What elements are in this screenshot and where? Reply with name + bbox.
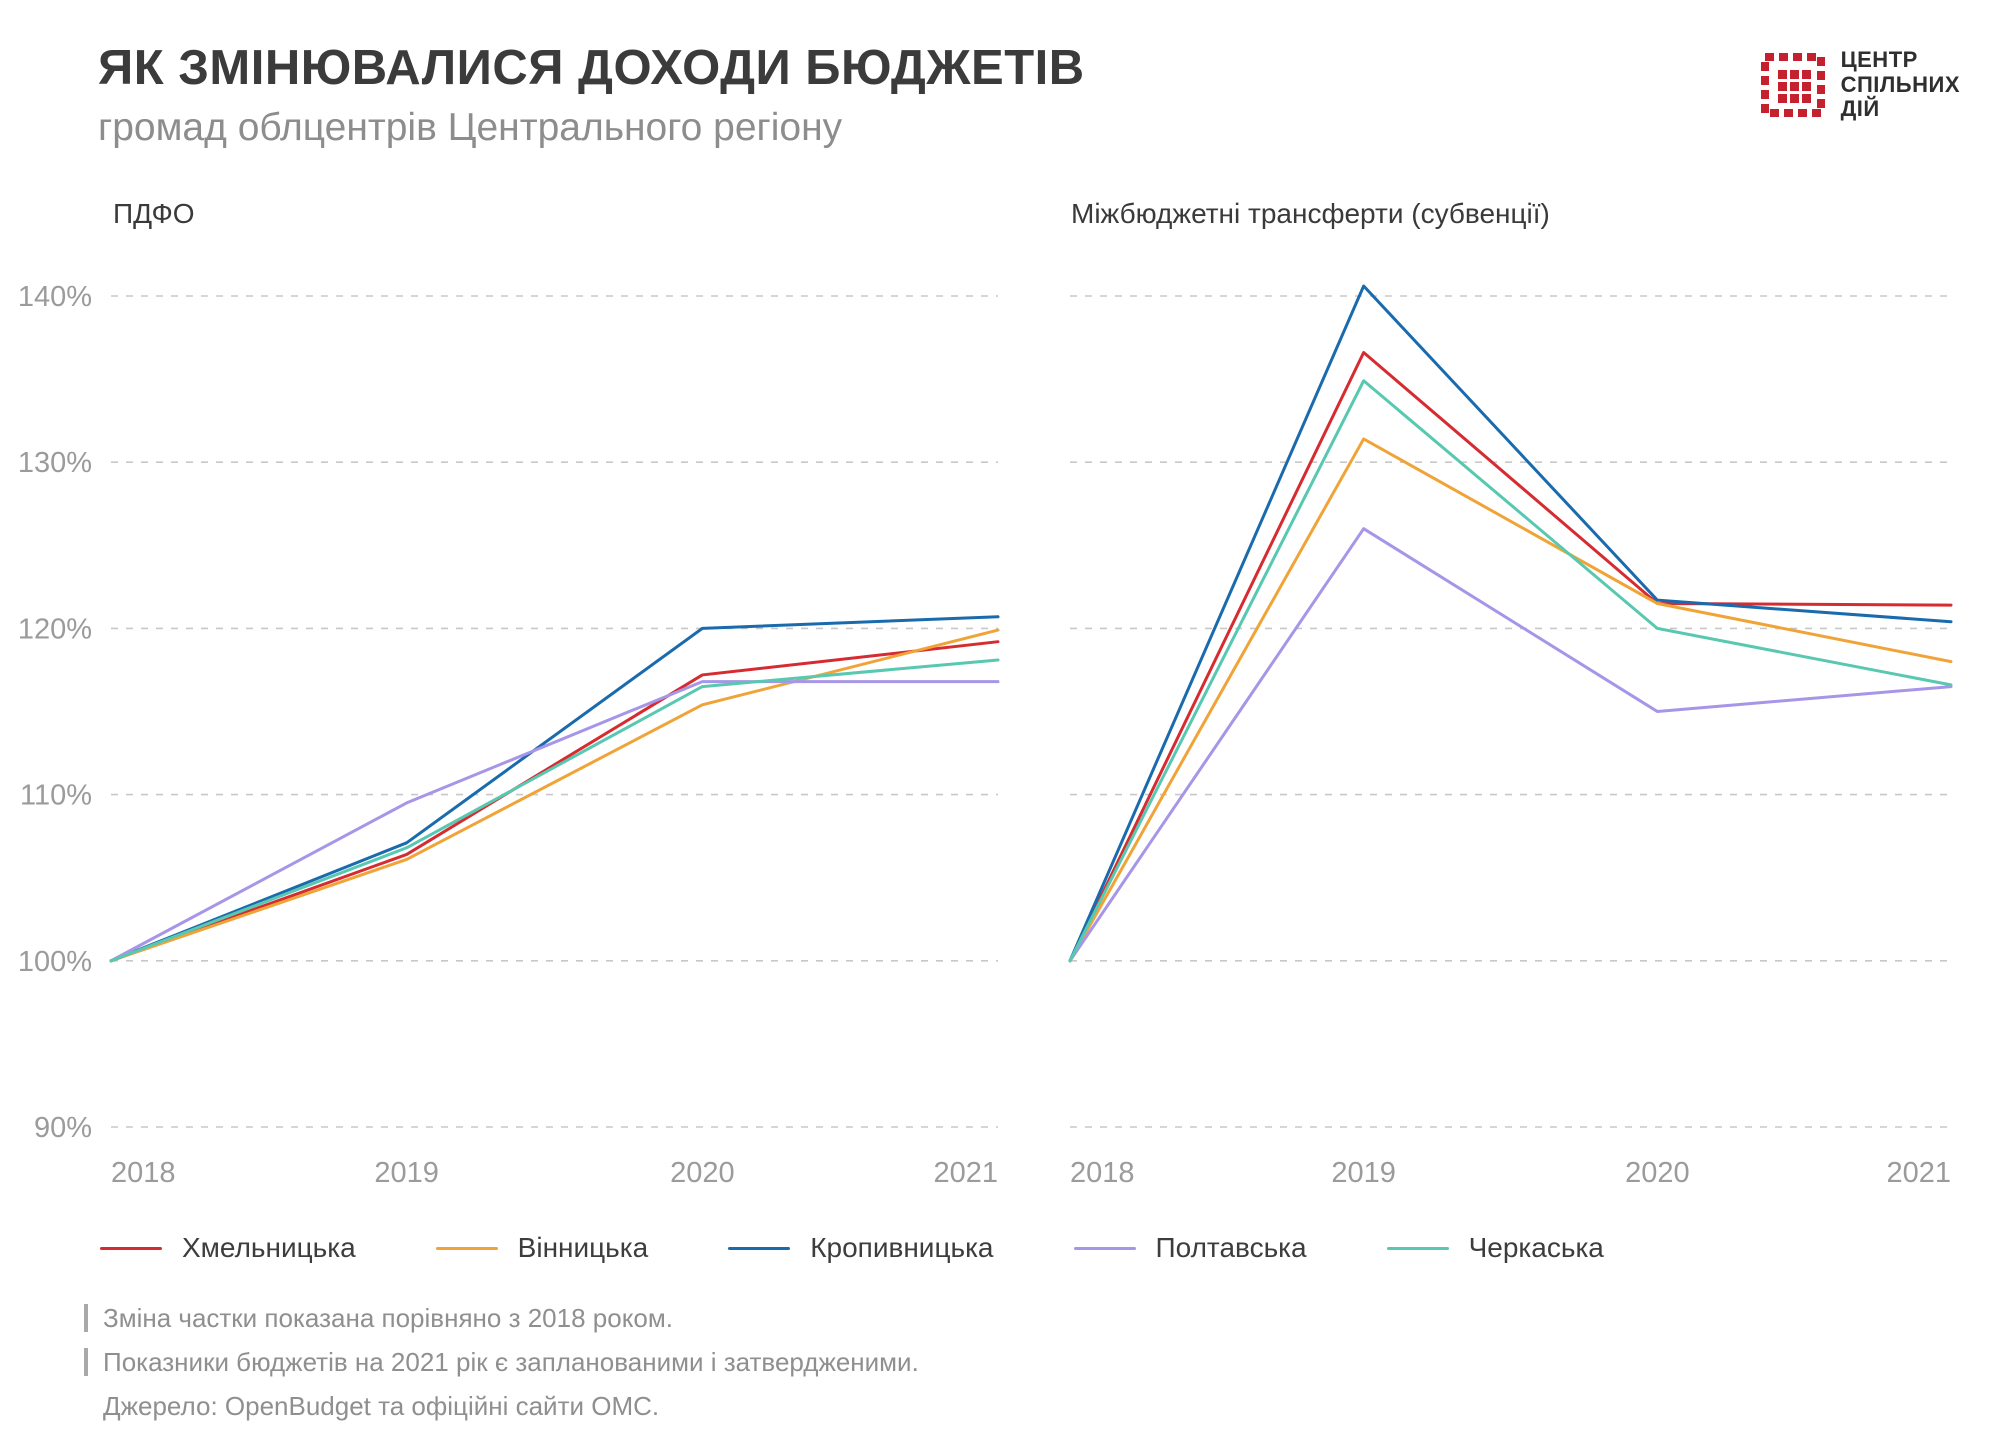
logo-text-line3: ДІЙ — [1840, 96, 1880, 122]
logo-text-line1: ЦЕНТР — [1840, 47, 1918, 72]
legend-label: Полтавська — [1155, 1232, 1307, 1263]
x-tick-label: 2018 — [1070, 1157, 1135, 1189]
x-tick-label: 2021 — [1886, 1157, 1951, 1189]
series-line — [1068, 437, 1953, 963]
series-line — [109, 640, 1000, 963]
footnote-comparison: Зміна частки показана порівняно з 2018 р… — [84, 1296, 919, 1340]
footnotes: Зміна частки показана порівняно з 2018 р… — [84, 1296, 919, 1428]
series-line — [1068, 284, 1953, 963]
y-tick-label: 120% — [18, 613, 92, 645]
x-tick-label: 2019 — [374, 1157, 439, 1189]
y-tick-label: 110% — [20, 780, 92, 812]
y-tick-label: 90% — [34, 1112, 92, 1144]
x-tick-label: 2018 — [111, 1157, 176, 1189]
legend-item: Хмельницька — [100, 1232, 356, 1264]
legend-swatch — [435, 1246, 498, 1250]
logo-grid-icon — [1760, 52, 1825, 117]
legend-swatch — [728, 1246, 791, 1250]
x-tick-label: 2020 — [670, 1157, 735, 1189]
chart-title-transfers: Міжбюджетні трансферти (субвенції) — [1071, 198, 1550, 229]
footnote-marker-bar — [84, 1348, 88, 1376]
x-tick-label: 2021 — [933, 1157, 998, 1189]
legend-label: Вінницька — [517, 1232, 649, 1263]
page-subtitle: громад облцентрів Центрального регіону — [98, 106, 843, 149]
series-line — [109, 615, 1000, 963]
series-line — [1068, 527, 1953, 963]
legend: Хмельницька Вінницька Кропивницька Полта… — [100, 1232, 1604, 1264]
x-tick-label: 2019 — [1331, 1157, 1396, 1189]
page-title: ЯК ЗМІНЮВАЛИСЯ ДОХОДИ БЮДЖЕТІВ — [98, 41, 1085, 95]
legend-label: Кропивницька — [810, 1232, 994, 1263]
footnote-source: Джерело: OpenBudget та офіційні сайти ОМ… — [84, 1384, 919, 1428]
x-tick-label: 2020 — [1625, 1157, 1690, 1189]
footnote-marker-bar — [84, 1304, 88, 1332]
legend-label: Хмельницька — [182, 1232, 356, 1263]
y-tick-label: 130% — [18, 447, 92, 479]
legend-item: Кропивницька — [728, 1232, 994, 1264]
y-tick-label: 100% — [18, 946, 92, 978]
legend-item: Полтавська — [1073, 1232, 1307, 1264]
series-line — [109, 658, 1000, 963]
legend-swatch — [1386, 1246, 1449, 1250]
chart-title-pdfo: ПДФО — [113, 198, 195, 229]
legend-swatch — [100, 1246, 162, 1250]
legend-item: Черкаська — [1386, 1232, 1604, 1264]
legend-swatch — [1073, 1246, 1136, 1250]
legend-label: Черкаська — [1468, 1232, 1604, 1263]
series-line — [1068, 351, 1953, 963]
footnote-text: Зміна частки показана порівняно з 2018 р… — [103, 1302, 673, 1333]
series-line — [109, 628, 1000, 963]
logo-text-line2: СПІЛЬНИХ — [1840, 71, 1960, 97]
y-tick-label: 140% — [18, 281, 92, 313]
footnote-text: Показники бюджетів на 2021 рік є заплано… — [103, 1346, 919, 1377]
legend-item: Вінницька — [435, 1232, 649, 1264]
logo-text: ЦЕНТР СПІЛЬНИХ ДІЙ — [1840, 47, 1960, 122]
footnote-2021-note: Показники бюджетів на 2021 рік є заплано… — [84, 1340, 919, 1384]
footnote-text: Джерело: OpenBudget та офіційні сайти ОМ… — [103, 1390, 660, 1421]
series-line — [1068, 379, 1953, 963]
series-line — [109, 680, 1000, 963]
line-charts-canvas: 140% 130% 120% 110% 100% 90% 2018 2019 2020 2021 2… — [18, 281, 1953, 1189]
logo: ЦЕНТР СПІЛЬНИХ ДІЙ — [1760, 47, 1960, 122]
